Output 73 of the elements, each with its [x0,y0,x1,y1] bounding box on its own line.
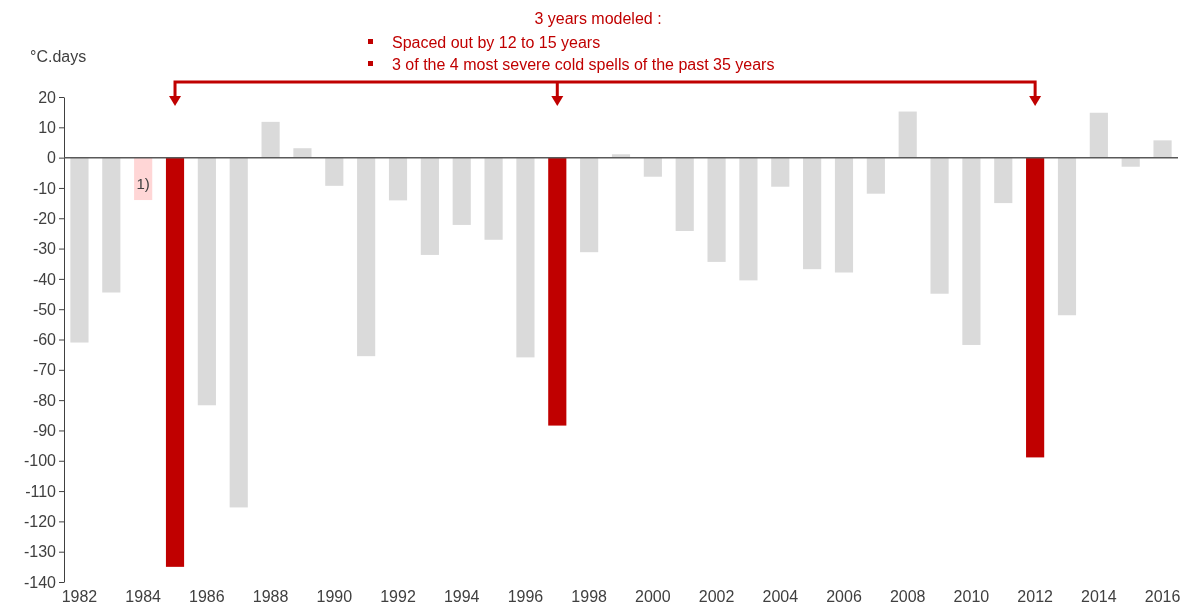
bar [420,157,439,255]
bar [739,157,758,281]
y-tick-label: -50 [32,300,57,318]
bar [707,157,726,262]
bar [834,157,854,273]
x-tick-label: 2010 [953,588,990,606]
bar [70,157,89,343]
bar [102,157,121,293]
x-tick-label: 1984 [125,588,162,606]
text: Spaced out by 12 to 15 years [392,34,601,51]
bar [516,157,535,358]
bar [165,157,185,567]
bar [357,157,376,357]
x-tick-label: 1994 [443,588,480,606]
chart-title: 3 years modeled : [534,10,662,27]
y-tick-label: -60 [32,331,57,349]
y-tick-label: -80 [32,391,57,409]
bar [1153,140,1172,158]
bar [803,157,822,270]
bar [994,157,1013,204]
bar [930,157,949,294]
bar [548,157,567,426]
x-tick-label: 2004 [762,588,799,606]
y-tick-label: -40 [32,270,57,288]
bar [1121,157,1140,167]
x-tick-label: 2002 [698,588,735,606]
y-axis-title: °C.days [30,48,87,65]
bar [866,157,885,194]
y-tick-label: -90 [32,422,57,440]
y-tick-label: 10 [38,118,57,136]
x-tick-label: 2014 [1081,588,1117,606]
y-tick-label: -20 [32,209,57,227]
y-tick-label: -30 [32,240,57,258]
bar [1089,112,1108,158]
bar [898,111,917,158]
x-tick-label: 1990 [316,588,353,606]
y-tick-label: 0 [47,149,57,167]
bar [452,157,471,225]
y-tick-label: -70 [32,361,57,379]
x-tick-label: 1992 [380,588,416,606]
bar [1026,157,1045,458]
y-tick-label: -140 [23,573,57,591]
y-tick-label: -120 [23,512,57,530]
y-tick-label: -110 [25,482,57,500]
bar [675,157,694,231]
bar [962,157,981,345]
x-tick-label: 2008 [889,588,926,606]
x-tick-label: 1996 [507,588,544,606]
x-tick-label: 1986 [189,588,225,606]
y-tick-label: -10 [32,179,57,197]
y-tick-label: 20 [38,88,57,106]
x-tick-label: 2000 [635,588,671,606]
x-tick-label: 2006 [826,588,862,606]
bar [261,121,280,158]
bar [388,157,408,201]
x-tick-label: 1982 [61,588,98,606]
y-tick-label: -130 [23,543,57,561]
x-tick-label: 2016 [1144,588,1181,606]
bar [1057,157,1077,316]
x-tick-label: 1988 [252,588,289,606]
annotation: 1) [136,174,150,192]
bar [771,157,790,187]
bar [484,157,503,240]
bar [580,157,599,253]
text: 3 of the 4 most severe cold spells of the past 35 years [392,56,775,73]
bar [229,157,248,508]
x-tick-label: 1998 [571,588,608,606]
x-tick-label: 2012 [1017,588,1054,606]
bar [293,148,312,158]
y-tick-label: -100 [23,452,57,470]
bar [197,157,216,406]
bar [643,157,662,177]
bar [325,157,344,186]
